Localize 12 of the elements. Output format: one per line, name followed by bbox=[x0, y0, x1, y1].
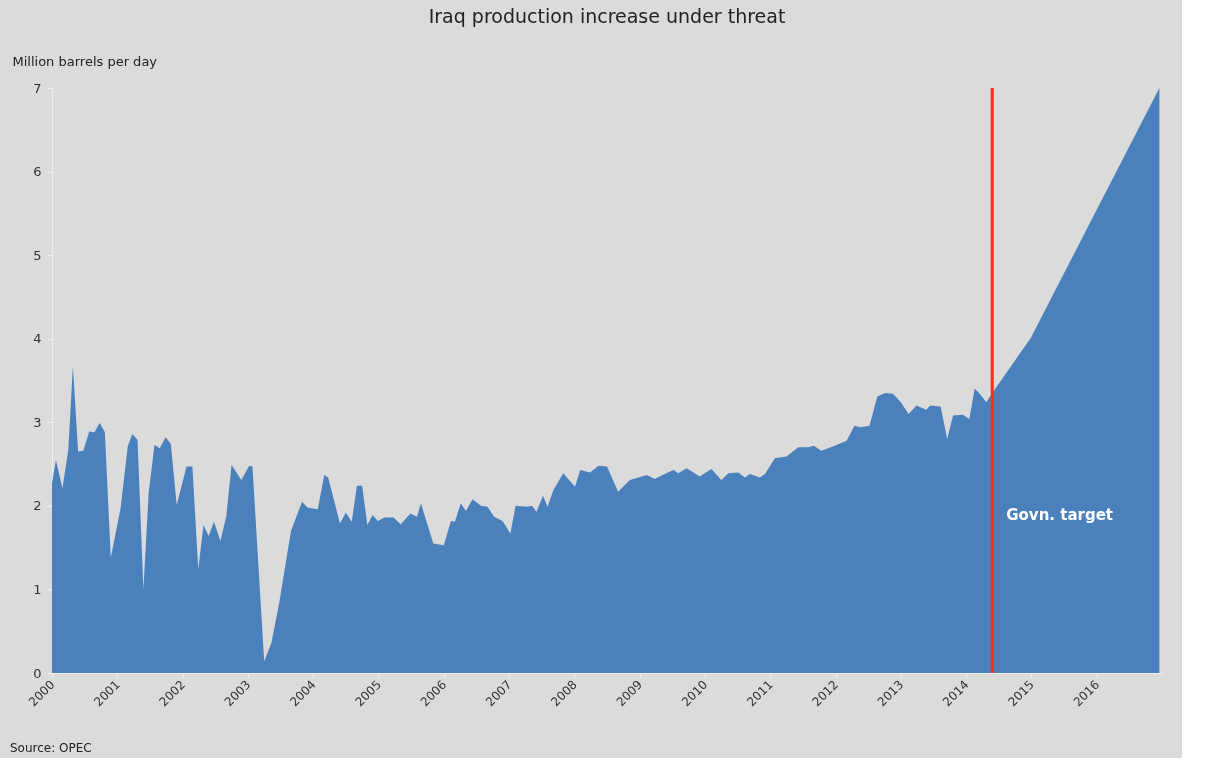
y-tick-label: 6 bbox=[33, 164, 42, 180]
y-tick-label: 1 bbox=[33, 581, 42, 597]
y-tick-label: 5 bbox=[33, 247, 42, 263]
y-tick-label: 2 bbox=[33, 498, 42, 514]
y-axis-title: Million barrels per day bbox=[12, 53, 158, 69]
y-tick-label: 4 bbox=[33, 331, 42, 347]
y-tick-label: 3 bbox=[33, 414, 42, 430]
source-note: Source: OPEC bbox=[10, 741, 92, 755]
y-tick-label: 7 bbox=[33, 80, 42, 96]
ref-line-label: Govn. target bbox=[1006, 506, 1113, 525]
y-tick-label: 0 bbox=[33, 665, 42, 681]
chart-title: Iraq production increase under threat bbox=[428, 5, 786, 27]
